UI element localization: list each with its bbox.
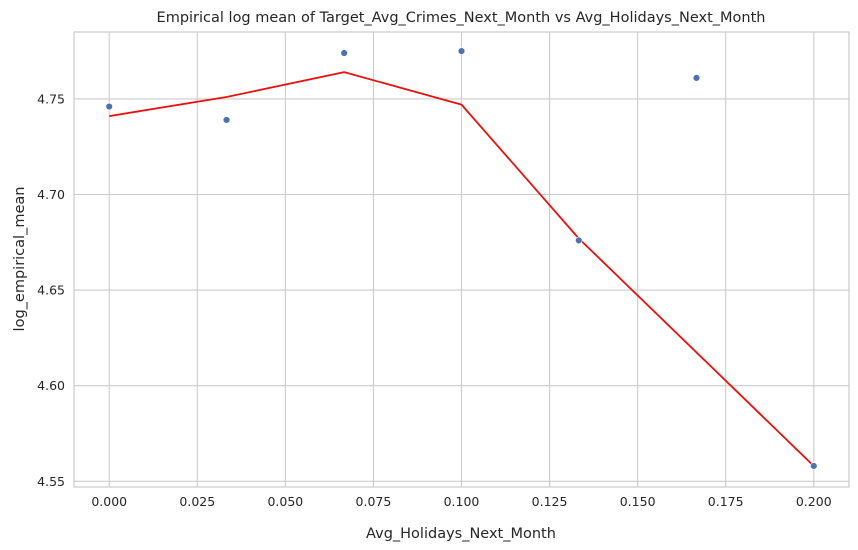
grid-layer bbox=[74, 32, 849, 487]
x-tick-label: 0.075 bbox=[356, 494, 392, 509]
series-layer bbox=[105, 47, 818, 470]
y-tick-label: 4.60 bbox=[37, 378, 65, 393]
x-tick-label: 0.150 bbox=[620, 494, 656, 509]
y-tick-label: 4.55 bbox=[37, 474, 65, 489]
scatter-point bbox=[105, 102, 113, 111]
x-tick-label: 0.125 bbox=[532, 494, 568, 509]
scatter-point bbox=[575, 236, 583, 245]
x-tick-label: 0.000 bbox=[91, 494, 127, 509]
y-tick-label: 4.75 bbox=[37, 91, 65, 106]
plot-frame bbox=[73, 31, 850, 488]
x-tick-label: 0.200 bbox=[796, 494, 832, 509]
x-tick-label: 0.050 bbox=[267, 494, 303, 509]
scatter-point bbox=[810, 462, 818, 470]
x-tick-label: 0.025 bbox=[179, 494, 215, 509]
y-axis-label: log_empirical_mean bbox=[12, 187, 28, 332]
chart-title: Empirical log mean of Target_Avg_Crimes_… bbox=[157, 10, 766, 26]
x-axis-label: Avg_Holidays_Next_Month bbox=[366, 526, 556, 542]
x-tick-label: 0.100 bbox=[444, 494, 480, 509]
x-tick-label: 0.175 bbox=[708, 494, 744, 509]
y-tick-label: 4.65 bbox=[37, 283, 65, 298]
scatter-point bbox=[692, 74, 701, 82]
tick-labels: 0.000 0.025 0.050 0.075 0.100 0.125 0.150 0.175… bbox=[37, 91, 832, 509]
y-tick-label: 4.70 bbox=[37, 187, 65, 202]
scatter-point bbox=[222, 116, 231, 124]
fitted-line bbox=[109, 71, 815, 467]
scatter-point bbox=[457, 47, 466, 55]
scatter-point bbox=[340, 49, 348, 57]
